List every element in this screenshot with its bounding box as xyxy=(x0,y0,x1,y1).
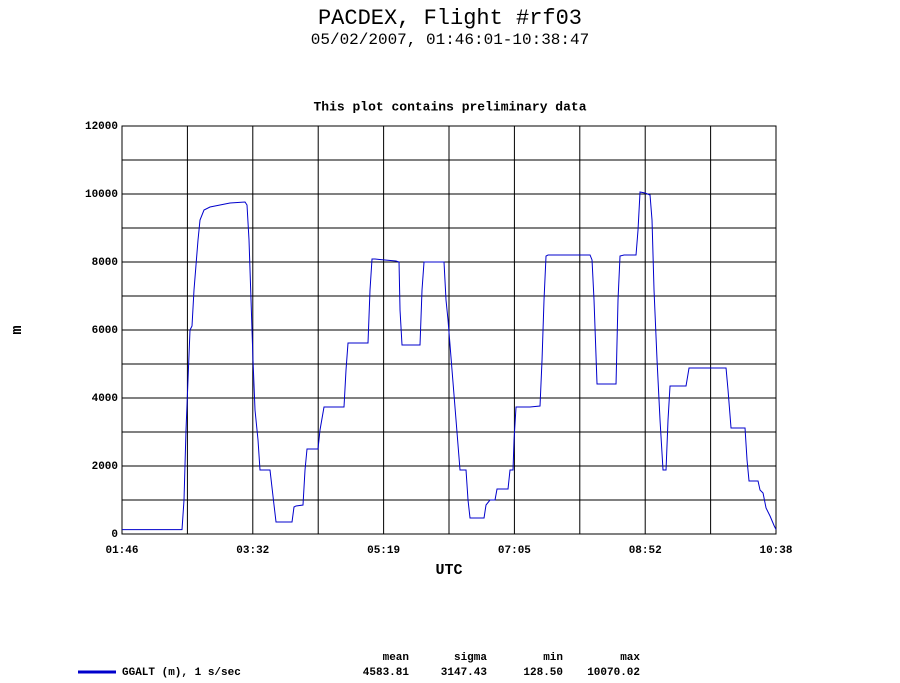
y-tick-label: 10000 xyxy=(85,189,118,201)
stats-header: sigma xyxy=(454,652,487,664)
y-tick-label: 2000 xyxy=(92,461,118,473)
y-tick-label: 8000 xyxy=(92,257,118,269)
x-tick-label: 07:05 xyxy=(498,545,531,557)
y-tick-label: 0 xyxy=(111,529,118,541)
y-tick-label: 12000 xyxy=(85,121,118,133)
stats-header: mean xyxy=(383,652,409,664)
y-tick-label: 4000 xyxy=(92,393,118,405)
plot-frame xyxy=(121,125,777,535)
chart-title: PACDEX, Flight #rf03 xyxy=(318,6,582,31)
stats-header: max xyxy=(620,652,640,664)
chart-subtitle: 05/02/2007, 01:46:01-10:38:47 xyxy=(311,31,589,49)
x-tick-label: 03:32 xyxy=(236,545,269,557)
x-axis-label: UTC xyxy=(435,562,462,579)
data-line xyxy=(122,191,777,531)
stats-value: 4583.81 xyxy=(363,667,410,679)
stats-header: min xyxy=(543,652,563,664)
y-tick-label: 6000 xyxy=(92,325,118,337)
x-tick-label: 10:38 xyxy=(759,545,792,557)
annotation: This plot contains preliminary data xyxy=(313,99,586,114)
x-tick-label: 05:19 xyxy=(367,545,400,557)
y-axis-label: m xyxy=(9,325,26,334)
x-tick-label: 08:52 xyxy=(629,545,662,557)
stats-value: 10070.02 xyxy=(587,667,640,679)
legend-label: GGALT (m), 1 s/sec xyxy=(122,667,241,679)
x-tick-label: 01:46 xyxy=(105,545,138,557)
stats-value: 128.50 xyxy=(523,667,563,679)
stats-value: 3147.43 xyxy=(441,667,488,679)
